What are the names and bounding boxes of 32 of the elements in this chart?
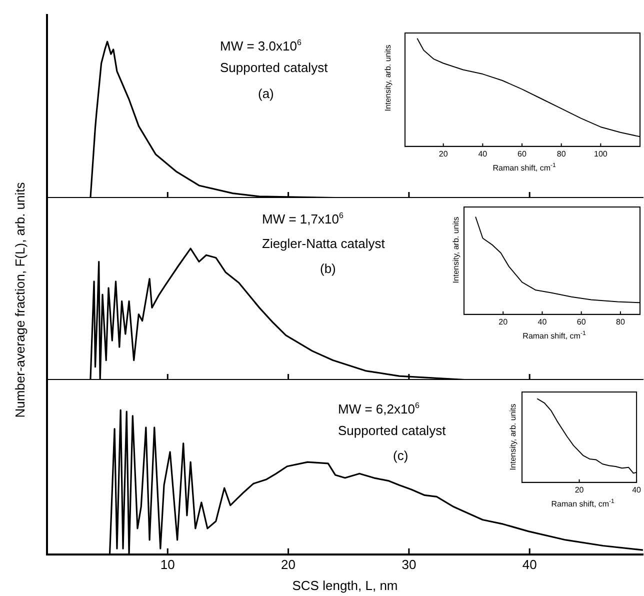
annotation: MW = 6,2x10$^{6}$	[338, 401, 420, 416]
y-axis-title: Number-average fraction, F(L), arb. units	[12, 182, 28, 418]
x-tick-label: 10	[160, 556, 175, 572]
annotation: Supported catalyst	[338, 423, 446, 438]
y-axis-title: Intensity, arb. units	[384, 44, 392, 112]
y-axis-title: Intensity, arb. units	[508, 404, 518, 470]
x-axis-title: Raman shift, cm$^{-1}$	[492, 163, 556, 173]
x-tick-label: 40	[538, 317, 548, 326]
annotation: (b)	[320, 261, 336, 276]
x-axis-title: Raman shift, cm$^{-1}$	[551, 499, 614, 509]
x-tick-label: 20	[574, 485, 584, 494]
annotation: (c)	[393, 448, 408, 463]
x-tick-label: 60	[518, 149, 528, 158]
x-tick-label: 40	[478, 149, 488, 158]
y-axis-title: Intensity, arb. units	[452, 216, 460, 284]
annotation: MW = 3.0x10$^{6}$	[220, 38, 302, 54]
x-tick-label: 30	[402, 556, 416, 572]
x-axis-title: SCS length, L, nm	[292, 578, 398, 593]
annotation: (a)	[258, 86, 274, 101]
x-tick-label: 80	[556, 149, 566, 158]
x-axis-title: Raman shift, cm$^{-1}$	[522, 331, 586, 341]
x-tick-label: 20	[438, 149, 448, 158]
x-tick-label: 100	[594, 149, 608, 158]
annotation: Ziegler-Natta catalyst	[262, 236, 385, 251]
x-tick-label: 80	[616, 317, 626, 326]
annotation: Supported catalyst	[220, 60, 328, 75]
x-tick-label: 20	[281, 556, 296, 572]
x-tick-label: 40	[632, 485, 642, 494]
text: MW = 1,7x10$^{6}$	[262, 211, 344, 226]
x-tick-label: 60	[576, 317, 586, 326]
x-tick-label: 20	[498, 317, 508, 326]
x-tick-label: 40	[522, 556, 537, 572]
